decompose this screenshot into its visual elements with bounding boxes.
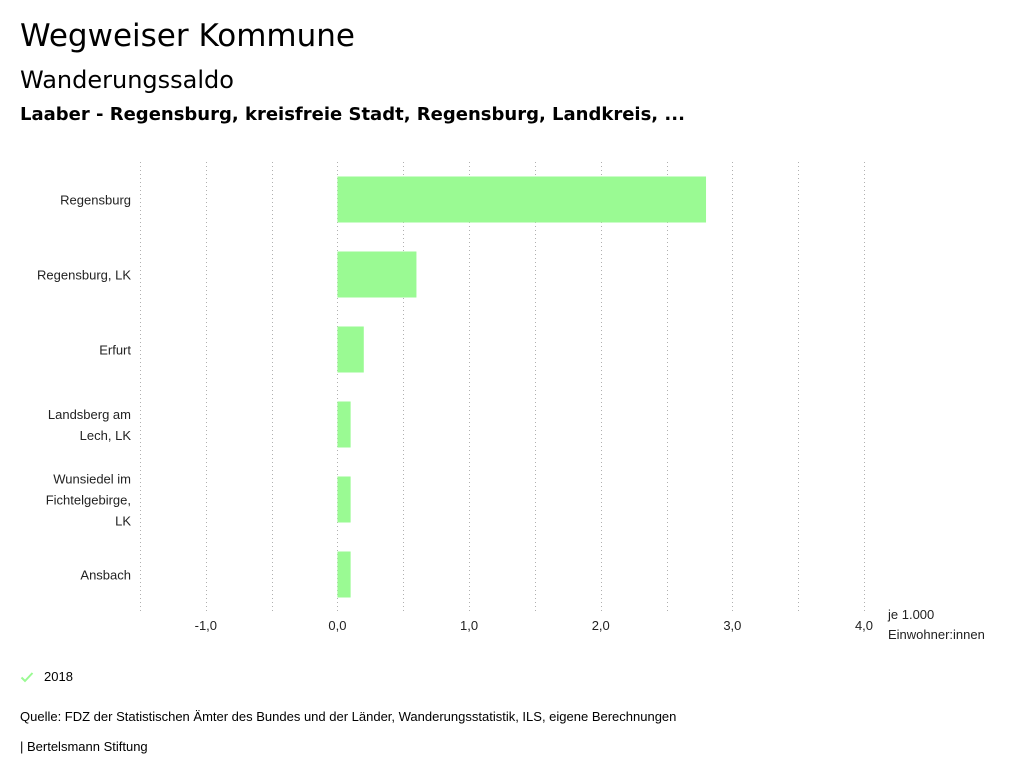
bar — [337, 251, 417, 298]
bar-chart: Regensburg Regensburg, LK Erfurt Landsberg … — [37, 162, 985, 642]
bar — [337, 401, 351, 448]
bar — [337, 326, 364, 373]
x-axis-label: Einwohner:innen — [888, 627, 985, 642]
page-title: Wegweiser Kommune — [20, 18, 355, 54]
bar — [337, 551, 351, 598]
category-label: Fichtelgebirge, — [46, 493, 131, 508]
x-axis-unit-label: je 1.000 Einwohner:innen — [887, 607, 985, 642]
x-tick-label: 0,0 — [328, 618, 346, 633]
x-axis-label: je 1.000 — [887, 607, 934, 622]
x-tick-label: 1,0 — [460, 618, 478, 633]
bar — [337, 176, 707, 223]
category-label: Regensburg — [60, 193, 131, 208]
bar — [337, 476, 351, 523]
chart-subtitle: Wanderungssaldo — [20, 66, 234, 94]
category-label: Lech, LK — [80, 428, 132, 443]
category-labels: Regensburg Regensburg, LK Erfurt Landsberg … — [37, 193, 131, 583]
category-label: Erfurt — [99, 343, 131, 358]
category-label: Wunsiedel im — [53, 472, 131, 487]
source-note: Quelle: FDZ der Statistischen Ämter des … — [20, 709, 677, 724]
x-tick-label: 2,0 — [592, 618, 610, 633]
category-label: Landsberg am — [48, 407, 131, 422]
x-tick-label: 4,0 — [855, 618, 873, 633]
legend-label: 2018 — [44, 669, 73, 684]
region-selection[interactable]: Laaber - Regensburg, kreisfreie Stadt, R… — [20, 104, 685, 125]
x-tick-label: 3,0 — [723, 618, 741, 633]
bars — [337, 176, 707, 598]
category-label: Regensburg, LK — [37, 268, 131, 283]
category-label: LK — [115, 514, 131, 529]
checkmark-icon[interactable] — [20, 670, 34, 684]
x-tick-label: -1,0 — [195, 618, 217, 633]
brand-footer: | Bertelsmann Stiftung — [20, 739, 148, 754]
legend[interactable]: 2018 — [20, 669, 73, 684]
x-tick-labels: -1,0 0,0 1,0 2,0 3,0 4,0 — [195, 618, 873, 633]
grid-lines — [140, 162, 865, 612]
category-label: Ansbach — [80, 568, 131, 583]
